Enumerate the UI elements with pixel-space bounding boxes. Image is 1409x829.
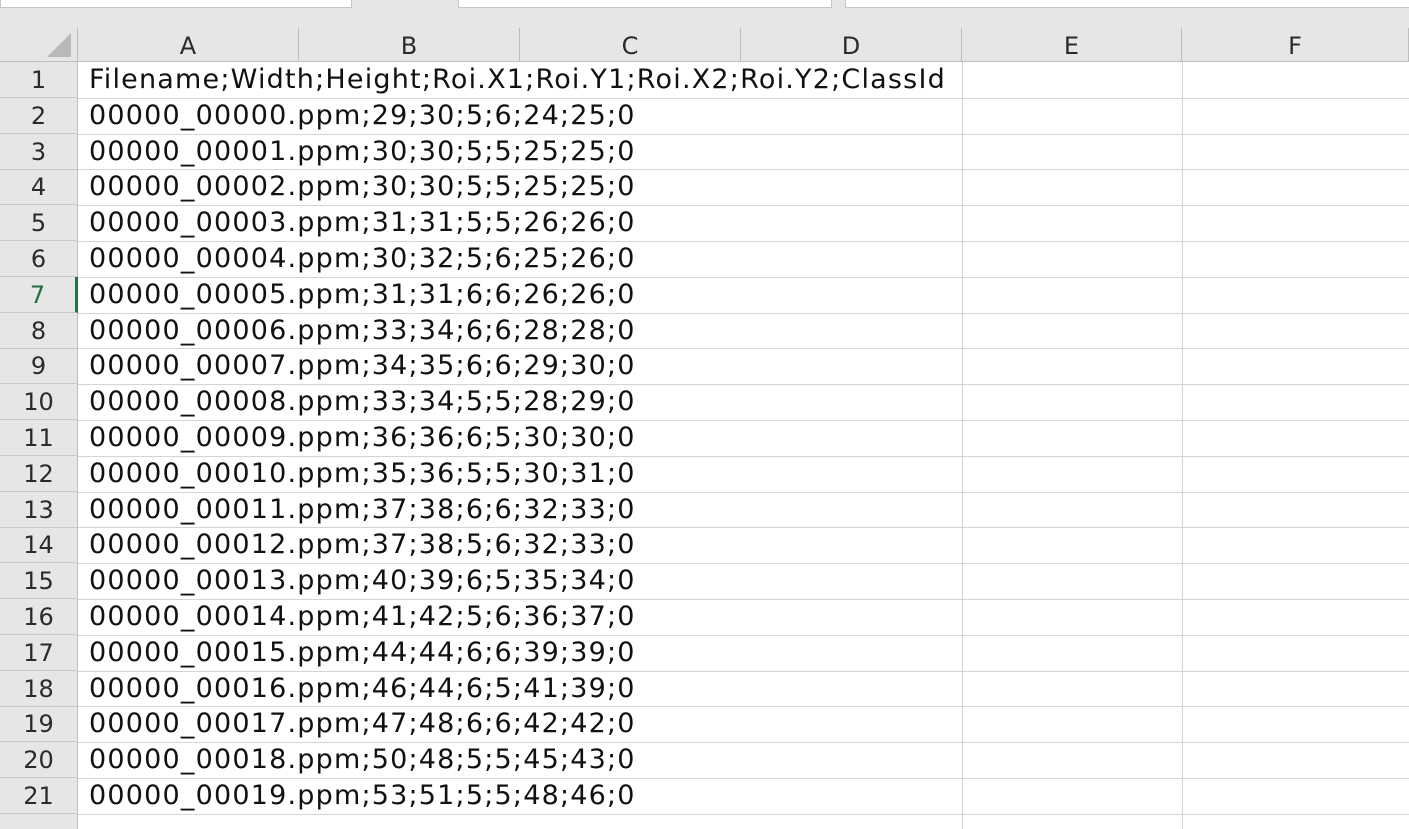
column-header-e[interactable]: E bbox=[962, 28, 1182, 61]
gridline bbox=[78, 134, 1409, 135]
cell-a[interactable]: 00000_00014.ppm;41;42;5;6;36;37;0 bbox=[89, 601, 636, 632]
row-header[interactable]: 21 bbox=[0, 778, 78, 814]
gridline bbox=[78, 98, 1409, 99]
gridline bbox=[78, 814, 1409, 815]
gridline bbox=[78, 384, 1409, 385]
cell-a[interactable]: 00000_00017.ppm;47;48;6;6;42;42;0 bbox=[89, 708, 636, 739]
cell-a[interactable]: 00000_00008.ppm;33;34;5;5;28;29;0 bbox=[89, 386, 636, 417]
row-header[interactable]: 15 bbox=[0, 563, 78, 599]
gridline bbox=[78, 492, 1409, 493]
cell-a[interactable]: 00000_00018.ppm;50;48;5;5;45;43;0 bbox=[89, 744, 636, 775]
row-header[interactable]: 17 bbox=[0, 635, 78, 671]
cell-a[interactable]: 00000_00000.ppm;29;30;5;6;24;25;0 bbox=[89, 100, 636, 131]
row-header[interactable]: 10 bbox=[0, 384, 78, 420]
formula-bar[interactable] bbox=[845, 0, 1409, 8]
select-all-button[interactable] bbox=[0, 28, 78, 61]
cell-a[interactable]: 00000_00009.ppm;36;36;6;5;30;30;0 bbox=[89, 422, 636, 453]
row-header[interactable]: 7 bbox=[0, 277, 78, 313]
row-header-column bbox=[0, 62, 78, 829]
row-header[interactable]: 18 bbox=[0, 671, 78, 707]
row-header[interactable]: 19 bbox=[0, 706, 78, 742]
cell-a[interactable]: Filename;Width;Height;Roi.X1;Roi.Y1;Roi.… bbox=[89, 64, 946, 95]
gridline bbox=[78, 456, 1409, 457]
gridline bbox=[1182, 62, 1183, 829]
gridline bbox=[78, 635, 1409, 636]
cell-a[interactable]: 00000_00012.ppm;37;38;5;6;32;33;0 bbox=[89, 529, 636, 560]
gridline bbox=[78, 205, 1409, 206]
gridline bbox=[78, 599, 1409, 600]
column-header-a[interactable]: A bbox=[78, 28, 299, 61]
row-header[interactable]: 16 bbox=[0, 599, 78, 635]
gridline bbox=[78, 778, 1409, 779]
row-header[interactable] bbox=[0, 814, 78, 829]
cell-a[interactable]: 00000_00016.ppm;46;44;6;5;41;39;0 bbox=[89, 673, 636, 704]
gridline bbox=[78, 313, 1409, 314]
toolbar-strip bbox=[0, 0, 1409, 28]
row-header[interactable]: 1 bbox=[0, 62, 78, 98]
cell-a[interactable]: 00000_00005.ppm;31;31;6;6;26;26;0 bbox=[89, 279, 636, 310]
name-box[interactable] bbox=[0, 0, 352, 8]
row-header[interactable]: 2 bbox=[0, 98, 78, 134]
gridline bbox=[78, 742, 1409, 743]
row-header[interactable]: 8 bbox=[0, 313, 78, 349]
cell-a[interactable]: 00000_00019.ppm;53;51;5;5;48;46;0 bbox=[89, 780, 636, 811]
column-header-f[interactable]: F bbox=[1182, 28, 1409, 61]
cell-a[interactable]: 00000_00001.ppm;30;30;5;5;25;25;0 bbox=[89, 136, 636, 167]
cell-a[interactable]: 00000_00006.ppm;33;34;6;6;28;28;0 bbox=[89, 315, 636, 346]
gridline bbox=[78, 527, 1409, 528]
gridline bbox=[78, 420, 1409, 421]
row-header[interactable]: 20 bbox=[0, 742, 78, 778]
column-header-row: A B C D E F bbox=[0, 28, 1409, 62]
gridline bbox=[78, 241, 1409, 242]
gridline bbox=[78, 706, 1409, 707]
row-header[interactable]: 4 bbox=[0, 169, 78, 205]
row-header[interactable]: 3 bbox=[0, 134, 78, 170]
gridline bbox=[78, 671, 1409, 672]
cell-a[interactable]: 00000_00003.ppm;31;31;5;5;26;26;0 bbox=[89, 207, 636, 238]
cell-a[interactable]: 00000_00011.ppm;37;38;6;6;32;33;0 bbox=[89, 494, 636, 525]
toolbar-field[interactable] bbox=[458, 0, 832, 8]
row-header[interactable]: 14 bbox=[0, 527, 78, 563]
column-header-c[interactable]: C bbox=[520, 28, 741, 61]
cell-a[interactable]: 00000_00013.ppm;40;39;6;5;35;34;0 bbox=[89, 565, 636, 596]
row-header[interactable]: 13 bbox=[0, 492, 78, 528]
row-header[interactable]: 9 bbox=[0, 348, 78, 384]
row-header[interactable]: 5 bbox=[0, 205, 78, 241]
spreadsheet-grid[interactable]: A B C D E F 1 Filename;Width;Height;Roi.X… bbox=[0, 28, 1409, 829]
cell-a[interactable]: 00000_00002.ppm;30;30;5;5;25;25;0 bbox=[89, 171, 636, 202]
cell-a[interactable]: 00000_00010.ppm;35;36;5;5;30;31;0 bbox=[89, 458, 636, 489]
column-header-b[interactable]: B bbox=[299, 28, 520, 61]
row-header[interactable]: 11 bbox=[0, 420, 78, 456]
gridline bbox=[78, 563, 1409, 564]
row-header[interactable]: 12 bbox=[0, 456, 78, 492]
row-header[interactable]: 6 bbox=[0, 241, 78, 277]
cell-a[interactable]: 00000_00004.ppm;30;32;5;6;25;26;0 bbox=[89, 243, 636, 274]
gridline bbox=[78, 277, 1409, 278]
column-header-d[interactable]: D bbox=[741, 28, 962, 61]
cell-a[interactable]: 00000_00007.ppm;34;35;6;6;29;30;0 bbox=[89, 350, 636, 381]
gridline bbox=[78, 348, 1409, 349]
gridline bbox=[78, 169, 1409, 170]
gridline bbox=[962, 62, 963, 829]
select-all-icon bbox=[47, 33, 71, 57]
cell-a[interactable]: 00000_00015.ppm;44;44;6;6;39;39;0 bbox=[89, 637, 636, 668]
